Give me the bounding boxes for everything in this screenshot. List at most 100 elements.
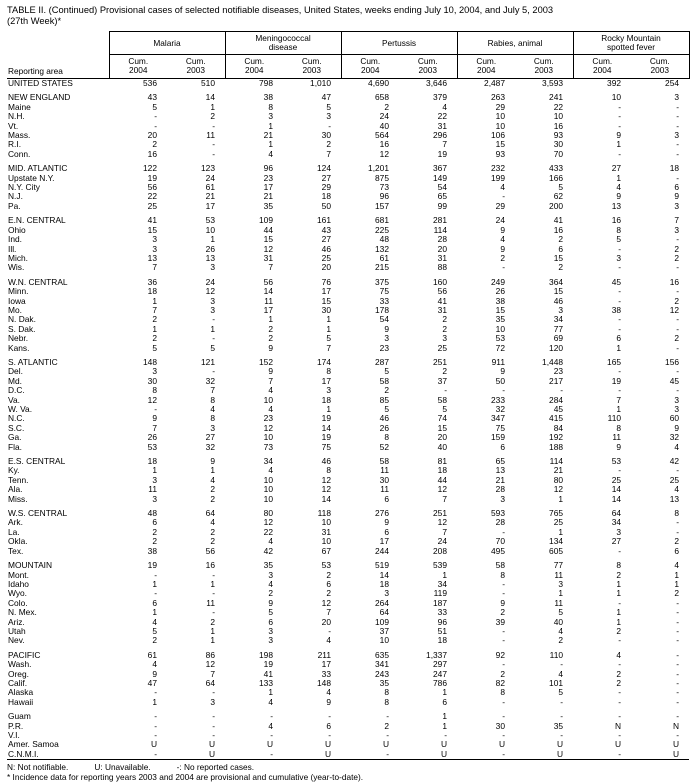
value-cell: -	[502, 578, 505, 589]
reporting-area-cell: C.N.M.I.	[8, 748, 39, 759]
table-row: Mo. 7 3 17 30 178 31 15 3 38 12	[7, 304, 689, 315]
value-cell: 10	[263, 432, 273, 443]
value-cell: 3	[674, 404, 680, 414]
value-cell: 1	[558, 588, 564, 599]
reporting-area-cell: NEW ENGLAND	[8, 92, 71, 103]
value-cell: -	[618, 111, 622, 122]
value-cell: 34	[263, 456, 273, 467]
value-cell: 29	[321, 182, 331, 193]
value-cell: 7	[268, 262, 273, 273]
value-cell: 3	[558, 578, 564, 589]
value-cell: 31	[263, 252, 273, 263]
table-row: Ind. 3 1 15 27 48 28 4 2 5 -	[7, 234, 689, 244]
value-cell: 6	[152, 517, 157, 528]
value-cell: 1,010	[310, 78, 331, 88]
value-cell: 46	[379, 413, 389, 424]
table-row: S. Dak. 1 1 2 1 9 2 10 77 - -	[7, 324, 689, 334]
value-cell: 5	[558, 687, 564, 698]
value-cell: 4	[268, 696, 273, 707]
value-cell: 12	[437, 484, 447, 495]
reporting-area-cell: Maine	[8, 101, 31, 112]
value-cell: 12	[263, 243, 273, 254]
value-cell: 4	[674, 560, 680, 571]
reporting-area-cell: N.J.	[8, 191, 23, 202]
table-row: V.I. - - - - - - - - - -	[7, 730, 689, 740]
value-cell: 45	[611, 276, 622, 287]
table-row: Miss. 3 2 10 14 6 7 3 1 14 13	[7, 493, 689, 504]
value-cell: -	[154, 687, 157, 698]
value-cell: U	[440, 739, 447, 750]
value-cell: 74	[437, 413, 447, 424]
value-cell: -	[618, 711, 622, 722]
value-cell: 174	[317, 356, 331, 367]
value-cell: -	[328, 730, 331, 740]
value-cell: 8	[616, 560, 622, 571]
value-cell: -	[212, 148, 215, 159]
value-cell: 32	[495, 404, 505, 414]
value-cell: 34	[611, 517, 622, 528]
table-row: Colo. 6 11 9 12 264 187 9 11 - -	[7, 598, 689, 608]
value-cell: 198	[259, 649, 273, 660]
value-cell: 13	[669, 493, 680, 504]
value-cell: 21	[205, 191, 215, 202]
value-cell: 96	[437, 616, 447, 627]
value-cell: U	[150, 739, 157, 750]
value-cell: 93	[495, 148, 505, 159]
value-cell: 159	[491, 432, 505, 443]
value-cell: 93	[553, 130, 564, 141]
value-cell: 11	[380, 484, 389, 495]
value-cell: 1	[616, 578, 622, 589]
value-cell: 1	[326, 314, 331, 325]
reporting-area-cell: Tex.	[8, 545, 24, 556]
value-cell: 114	[433, 224, 447, 235]
value-cell: 6	[674, 545, 680, 556]
value-cell: 12	[553, 484, 564, 495]
value-cell: 31	[437, 304, 447, 315]
cum-year-header: Cum. 2003	[283, 54, 341, 79]
value-cell: 80	[553, 474, 564, 485]
reporting-area-cell: Vt.	[8, 120, 19, 131]
value-cell: 8	[384, 687, 389, 698]
value-cell: 215	[375, 262, 389, 273]
value-cell: 2,487	[484, 78, 505, 88]
value-cell: 10	[263, 484, 273, 495]
value-cell: 217	[549, 375, 564, 386]
table-title-line1: TABLE II. (Continued) Provisional cases …	[7, 5, 554, 15]
value-cell: 106	[491, 130, 505, 141]
value-cell: 132	[375, 243, 389, 254]
value-cell: 19	[147, 172, 157, 183]
value-cell: -	[502, 748, 505, 759]
value-cell: 254	[665, 78, 680, 88]
value-cell: 15	[495, 139, 505, 150]
value-cell: 26	[205, 243, 215, 254]
value-cell: 8	[326, 366, 331, 377]
value-cell: 28	[495, 517, 505, 528]
reporting-area-cell: Ill.	[8, 243, 17, 254]
table-row: E.N. CENTRAL 41 53 109 161 681 281 24 41 16 7	[7, 215, 689, 225]
value-cell: 1	[210, 465, 215, 476]
value-cell: 2	[384, 720, 389, 731]
value-cell: 22	[263, 526, 273, 537]
value-cell: 25	[147, 200, 157, 211]
value-cell: -	[212, 120, 215, 131]
value-cell: 2	[152, 526, 157, 537]
value-cell: 297	[433, 659, 447, 670]
table-row: W. Va. - 4 4 1 5 5 32 45 1 3	[7, 404, 689, 414]
value-cell: 7	[442, 139, 447, 150]
value-cell: 12	[379, 148, 389, 159]
column-group-header: Malaria	[108, 31, 225, 55]
value-cell: 1	[616, 404, 622, 414]
notifiable-diseases-table: Reporting area Malaria Meningococcal disea…	[7, 31, 690, 761]
value-cell: -	[676, 659, 680, 670]
value-cell: 1	[616, 616, 622, 627]
value-cell: 12	[263, 517, 273, 528]
reporting-area-cell: Utah	[8, 625, 26, 636]
table-row: La. 2 2 22 31 6 7-1 3-	[7, 526, 689, 537]
value-cell: 35	[379, 677, 389, 688]
reporting-area-cell: Ga.	[8, 432, 22, 443]
cum-year-header: Cum. 2003	[515, 54, 574, 79]
table-row: P.R. - - 4 6 2 1 30 35 N N	[7, 720, 689, 731]
value-cell: 85	[379, 394, 389, 405]
table-row: Maine 5 1 8 5 2 4 29 22 - -	[7, 101, 689, 112]
value-cell: U	[672, 739, 680, 750]
